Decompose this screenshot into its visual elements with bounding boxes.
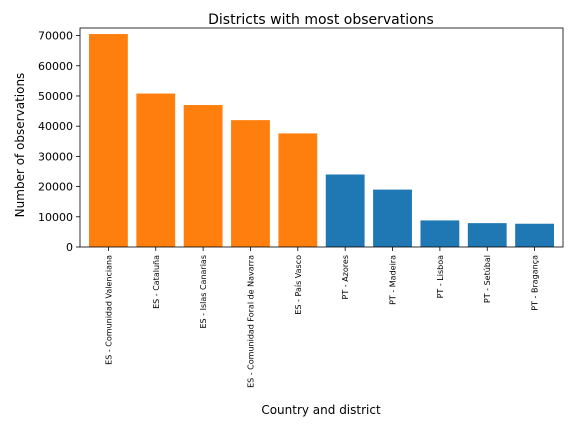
x-tick-label: ES - Comunidad Valenciana — [104, 255, 113, 365]
bar-6 — [373, 189, 412, 247]
bar-1 — [136, 93, 176, 247]
y-axis-label: Number of observations — [13, 73, 27, 218]
y-tick-label: 10000 — [38, 211, 73, 224]
x-tick-label: PT - Setúbal — [483, 255, 492, 303]
y-tick-label: 0 — [66, 241, 73, 254]
bar-7 — [420, 220, 460, 247]
y-tick-label: 60000 — [38, 60, 73, 73]
chart-title: Districts with most observations — [208, 12, 434, 28]
y-tick-label: 70000 — [38, 30, 73, 43]
bar-2 — [183, 105, 223, 247]
bar-8 — [467, 223, 507, 247]
plot-frame — [79, 27, 564, 248]
y-tick-label: 30000 — [38, 150, 73, 163]
bar-9 — [515, 223, 555, 247]
y-tick-label: 50000 — [38, 90, 73, 103]
bar-4 — [278, 133, 318, 247]
x-tick-label: ES - Cataluña — [152, 255, 161, 309]
x-tick-label: ES - Comunidad Foral de Navarra — [246, 255, 255, 388]
x-tick-label: ES - País Vasco — [294, 255, 303, 315]
bar-3 — [231, 120, 270, 247]
x-axis-label: Country and district — [261, 403, 381, 417]
x-tick-label: PT - Lisboa — [436, 255, 445, 299]
x-tick-label: PT - Bragança — [531, 255, 540, 311]
bars-group — [88, 34, 555, 247]
x-axis: ES - Comunidad Valenciana ES - Cataluña ES… — [104, 247, 540, 388]
y-axis: 0 10000 20000 30000 40000 50000 60000 70000 — [38, 30, 80, 254]
y-tick-label: 40000 — [38, 120, 73, 133]
y-tick-label: 20000 — [38, 181, 73, 194]
x-tick-label: PT - Azores — [341, 255, 350, 299]
x-tick-label: PT - Madeira — [389, 255, 398, 305]
x-tick-label: ES - Islas Canarias — [199, 255, 208, 329]
bar-5 — [325, 174, 365, 247]
bar-0 — [88, 34, 128, 247]
